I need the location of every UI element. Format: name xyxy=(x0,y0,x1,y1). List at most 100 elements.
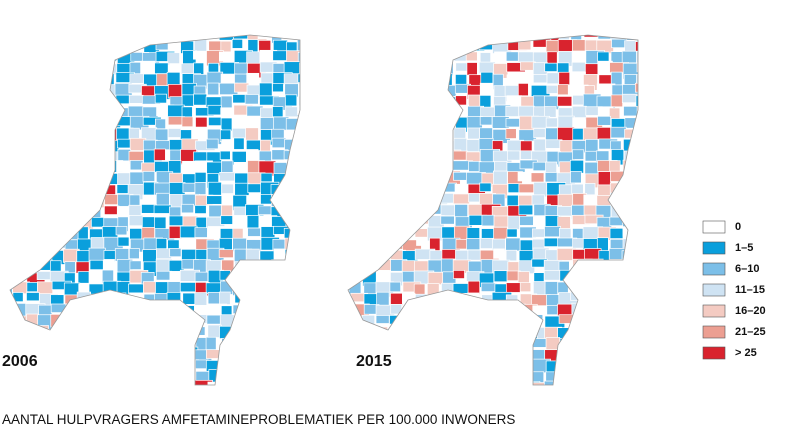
municipality xyxy=(169,63,181,72)
municipality xyxy=(479,116,493,126)
municipality xyxy=(636,359,638,376)
municipality xyxy=(557,96,573,107)
municipality xyxy=(481,302,501,320)
municipality xyxy=(570,171,582,184)
municipality xyxy=(348,39,351,51)
municipality xyxy=(52,129,72,143)
municipality xyxy=(375,63,387,76)
municipality xyxy=(88,83,108,100)
municipality xyxy=(244,94,259,105)
municipality xyxy=(63,95,81,105)
municipality xyxy=(636,139,638,152)
municipality xyxy=(36,60,58,78)
municipality xyxy=(348,94,356,108)
municipality xyxy=(104,359,120,374)
municipality xyxy=(557,281,569,294)
municipality xyxy=(348,161,353,175)
municipality xyxy=(622,194,638,211)
municipality xyxy=(89,293,103,304)
municipality xyxy=(155,118,166,130)
municipality xyxy=(428,359,443,370)
municipality xyxy=(37,148,58,159)
municipality xyxy=(635,326,638,342)
municipality xyxy=(271,283,293,300)
municipality xyxy=(115,292,127,304)
municipality xyxy=(194,205,207,214)
municipality xyxy=(285,216,300,227)
municipality xyxy=(624,313,638,324)
municipality xyxy=(416,161,434,174)
municipality xyxy=(25,73,42,85)
municipality xyxy=(39,358,52,368)
municipality xyxy=(115,327,131,341)
municipality xyxy=(441,337,453,348)
municipality xyxy=(13,62,28,79)
municipality xyxy=(453,347,473,365)
municipality xyxy=(505,105,521,117)
municipality xyxy=(401,106,419,119)
municipality xyxy=(559,269,576,282)
municipality xyxy=(51,171,65,188)
municipality xyxy=(609,259,629,273)
municipality xyxy=(480,325,501,340)
municipality xyxy=(129,73,145,84)
municipality xyxy=(154,62,169,75)
legend-label: 11–15 xyxy=(735,284,765,296)
municipality xyxy=(610,335,627,349)
municipality xyxy=(10,50,27,68)
municipality xyxy=(75,85,93,100)
municipality xyxy=(348,204,356,219)
municipality xyxy=(543,270,561,281)
municipality xyxy=(218,35,234,41)
municipality xyxy=(11,117,28,133)
municipality xyxy=(492,35,506,41)
municipality xyxy=(104,346,122,362)
municipality xyxy=(181,203,194,214)
municipality xyxy=(271,327,288,343)
municipality xyxy=(441,303,458,315)
municipality xyxy=(128,215,144,227)
municipality xyxy=(518,204,534,216)
municipality xyxy=(505,249,518,262)
municipality xyxy=(194,271,209,282)
municipality xyxy=(348,61,352,71)
municipality xyxy=(245,304,260,320)
municipality xyxy=(610,140,622,151)
municipality xyxy=(297,347,300,360)
municipality xyxy=(297,358,300,373)
municipality xyxy=(402,370,422,382)
municipality xyxy=(49,151,67,167)
municipality xyxy=(440,159,452,172)
municipality xyxy=(492,379,513,385)
municipality xyxy=(351,260,370,272)
municipality xyxy=(37,205,56,217)
municipality xyxy=(375,137,391,149)
municipality xyxy=(376,228,393,241)
municipality xyxy=(104,315,124,329)
municipality xyxy=(10,128,11,143)
municipality xyxy=(585,258,604,275)
municipality xyxy=(167,380,187,385)
municipality xyxy=(38,181,49,196)
municipality xyxy=(128,94,144,104)
municipality xyxy=(361,51,379,62)
municipality xyxy=(350,381,363,385)
municipality xyxy=(440,258,454,273)
municipality xyxy=(363,71,376,89)
municipality xyxy=(52,38,65,53)
municipality xyxy=(77,336,98,352)
municipality xyxy=(635,82,638,93)
municipality xyxy=(296,293,300,305)
municipality xyxy=(453,304,474,314)
municipality xyxy=(609,370,624,385)
municipality xyxy=(400,214,419,231)
municipality xyxy=(63,172,84,184)
municipality xyxy=(90,128,102,140)
municipality xyxy=(179,282,198,293)
municipality xyxy=(49,260,62,273)
municipality xyxy=(623,381,636,385)
municipality xyxy=(130,338,146,354)
municipality xyxy=(129,370,151,385)
municipality xyxy=(90,336,104,350)
municipality xyxy=(24,150,43,160)
